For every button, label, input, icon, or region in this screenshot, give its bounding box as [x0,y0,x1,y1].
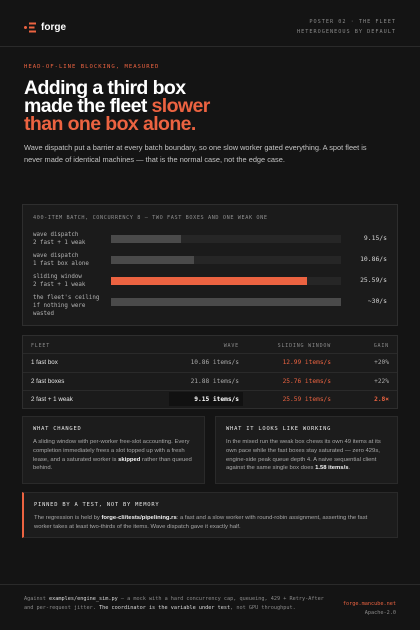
site: forge.mancube.net [342,601,396,607]
column-header: GAIN [373,343,389,349]
brand: forge [41,22,66,33]
logo: forge [24,22,66,33]
text: , not GPU throughput. [230,604,296,611]
table-cell: 21.88 items/s [190,377,239,385]
headline: Adding a third box made the fleet slower… [24,77,210,135]
table-cell: 25.76 items/s [282,377,331,385]
chart-title: 400-ITEM BATCH, CONCURRENCY 8 — TWO FAST… [33,215,268,221]
table-cell: 25.59 items/s [282,396,331,403]
value-label: 25.59/s [360,276,387,284]
bar [111,256,195,264]
text: — a mock with a hard concurrency cap, qu… [24,596,324,611]
text: Against [24,596,49,602]
card-body: The regression is held by forge-cli/test… [34,514,384,532]
column-header: FLEET [31,343,51,349]
poster-tag: POSTER 02 · THE FLEET HETEROGENEOUS BY D… [297,17,396,37]
emphasis: The coordinator is the variable under te… [98,604,231,611]
bar [111,298,341,306]
kicker: HEAD-OF-LINE BLOCKING, MEASURED [24,64,160,70]
bar-track [111,277,341,285]
logo-icon [24,22,36,33]
card-title: PINNED BY A TEST, NOT BY MEMORY [34,502,160,508]
text: rather than queued behind. [33,456,192,472]
category-label: the fleet's ceiling if nothing were wast… [33,295,100,317]
value-label: ~30/s [367,297,387,305]
bar [111,235,182,243]
lede: Wave dispatch put a barrier at every bat… [24,143,367,164]
text: . [348,465,351,472]
row-divider [23,353,397,354]
value-label: 9.15/s [363,234,387,242]
divider [0,46,420,47]
row-divider [23,390,397,391]
table-cell: 10.86 items/s [190,359,239,366]
poster-subtitle: HETEROGENEOUS BY DEFAULT [297,29,396,35]
table-cell: 2 fast boxes [31,377,65,385]
bar-track [111,256,341,264]
table-cell: 9.15 items/s [194,396,239,403]
license: Apache-2.0 [364,609,396,616]
footer-meta: forge.mancube.net Apache-2.0 [343,600,396,617]
headline-accent: slower than one box alone. [24,95,210,135]
emphasis: skipped [118,456,141,463]
text: : a fast and a slow worker with round-ro… [34,515,368,530]
card: WHAT IT LOOKS LIKE WORKING In the mixed … [215,416,398,484]
highlight-cell [169,392,243,406]
chart-panel: 400-ITEM BATCH, CONCURRENCY 8 — TWO FAST… [22,204,398,326]
category-label: sliding window 2 fast + 1 weak [33,274,86,288]
column-header: SLIDING WINDOW [277,343,331,349]
category-label: wave dispatch 2 fast + 1 weak [33,232,86,246]
table-cell: +20% [374,359,389,366]
table-cell: 2.8× [374,396,389,403]
table-cell: 12.99 items/s [282,359,331,366]
bar-track [111,235,341,243]
column-header: WAVE [223,343,239,349]
emphasis: examples/engine_sim.py [49,596,118,602]
poster-number: POSTER 02 · THE FLEET [309,19,396,25]
emphasis: forge-cli/tests/pipelining.rs [101,515,177,521]
headline-part: Adding a third box made the fleet [24,77,186,117]
card-title: WHAT IT LOOKS LIKE WORKING [226,426,332,432]
text: A sliding window with per-worker free-sl… [33,439,190,463]
text: The regression is held by [34,515,102,521]
results-table: FLEET WAVE SLIDING WINDOW GAIN 1 fast box 10.… [22,335,398,409]
divider [0,584,420,585]
card: WHAT CHANGED A sliding window with per-w… [22,416,205,484]
category-label: wave dispatch 1 fast box alone [33,253,89,267]
footer-note: Against examples/engine_sim.py — a mock … [24,595,324,612]
card-title: WHAT CHANGED [33,426,82,432]
bar-track [111,298,341,306]
card-body: A sliding window with per-worker free-sl… [33,438,193,473]
card-body: In the mixed run the weak box chews its … [226,438,386,473]
table-cell: 1 fast box [31,359,58,366]
bar [111,277,308,285]
emphasis: 1.58 items/s [315,465,349,472]
row-divider [23,371,397,373]
table-cell: +22% [374,377,389,385]
pinned-note: PINNED BY A TEST, NOT BY MEMORY The regr… [22,492,398,538]
value-label: 10.86/s [360,255,387,263]
text: In the mixed run the weak box chews its … [226,439,381,472]
table-cell: 2 fast + 1 weak [31,396,73,403]
